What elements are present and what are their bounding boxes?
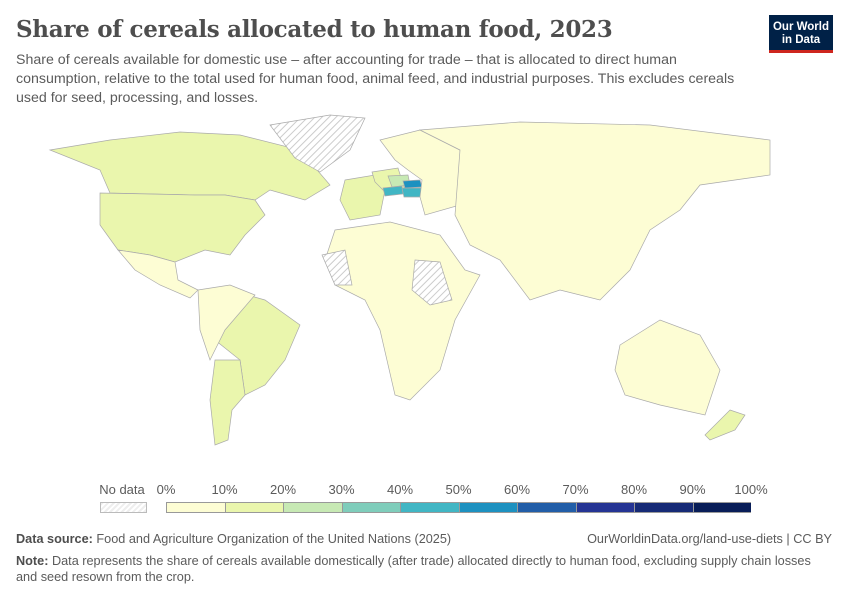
legend-bin[interactable] xyxy=(224,502,283,513)
legend-bin[interactable] xyxy=(341,502,400,513)
chart-subtitle: Share of cereals available for domestic … xyxy=(16,52,735,106)
map-legend: No data 0% 10% 20% 30% 40% 50% 60% 70% 80% 90% 100… xyxy=(0,478,850,518)
legend-bin[interactable] xyxy=(692,502,751,513)
legend-bin[interactable] xyxy=(283,502,342,513)
data-source-text: Food and Agriculture Organization of the… xyxy=(96,532,452,546)
legend-nodata-label: No data xyxy=(99,482,145,497)
legend-bin[interactable] xyxy=(400,502,459,513)
legend-tick-label: 0% xyxy=(156,482,176,497)
data-source: Data source: Food and Agriculture Organi… xyxy=(16,532,452,546)
legend-bin[interactable] xyxy=(458,502,517,513)
region-rest-of-south-america[interactable] xyxy=(197,284,256,361)
region-australia[interactable] xyxy=(614,319,721,416)
region-russia-asia[interactable] xyxy=(418,121,771,301)
legend-bin[interactable] xyxy=(575,502,634,513)
region-new-zealand[interactable] xyxy=(704,409,746,441)
legend-tick-label: 90% xyxy=(679,482,706,497)
world-map xyxy=(48,114,771,446)
region-hungary[interactable] xyxy=(401,187,423,198)
legend-tick-label: 60% xyxy=(503,482,531,497)
legend-tick-label: 20% xyxy=(269,482,297,497)
region-greenland[interactable] xyxy=(269,114,366,173)
note-text: Data represents the share of cereals ava… xyxy=(16,554,811,584)
region-argentina[interactable] xyxy=(209,359,246,446)
region-slovakia[interactable] xyxy=(402,179,423,189)
legend-tick-label: 10% xyxy=(211,482,238,497)
region-austria[interactable] xyxy=(382,185,404,197)
legend-tick-label: 30% xyxy=(328,482,355,497)
owid-logo[interactable]: Our World in Data xyxy=(769,15,833,53)
legend-tick-label: 50% xyxy=(445,482,472,497)
chart-title: Share of cereals allocated to human food… xyxy=(16,16,613,43)
legend-tick-label: 70% xyxy=(562,482,589,497)
region-africa[interactable] xyxy=(324,221,481,401)
legend-tick-label: 40% xyxy=(386,482,414,497)
legend-tick-label: 100% xyxy=(734,482,768,497)
legend-tick-label: 80% xyxy=(620,482,648,497)
source-url-link[interactable]: OurWorldinData.org/land-use-diets | CC B… xyxy=(587,532,832,546)
note: Note: Data represents the share of cerea… xyxy=(16,554,811,584)
legend-bin[interactable] xyxy=(517,502,576,513)
legend-nodata-swatch xyxy=(100,502,147,513)
legend-bin[interactable] xyxy=(166,502,225,513)
region-sahara-horn-no-data-[interactable] xyxy=(321,249,453,306)
legend-bin[interactable] xyxy=(634,502,693,513)
